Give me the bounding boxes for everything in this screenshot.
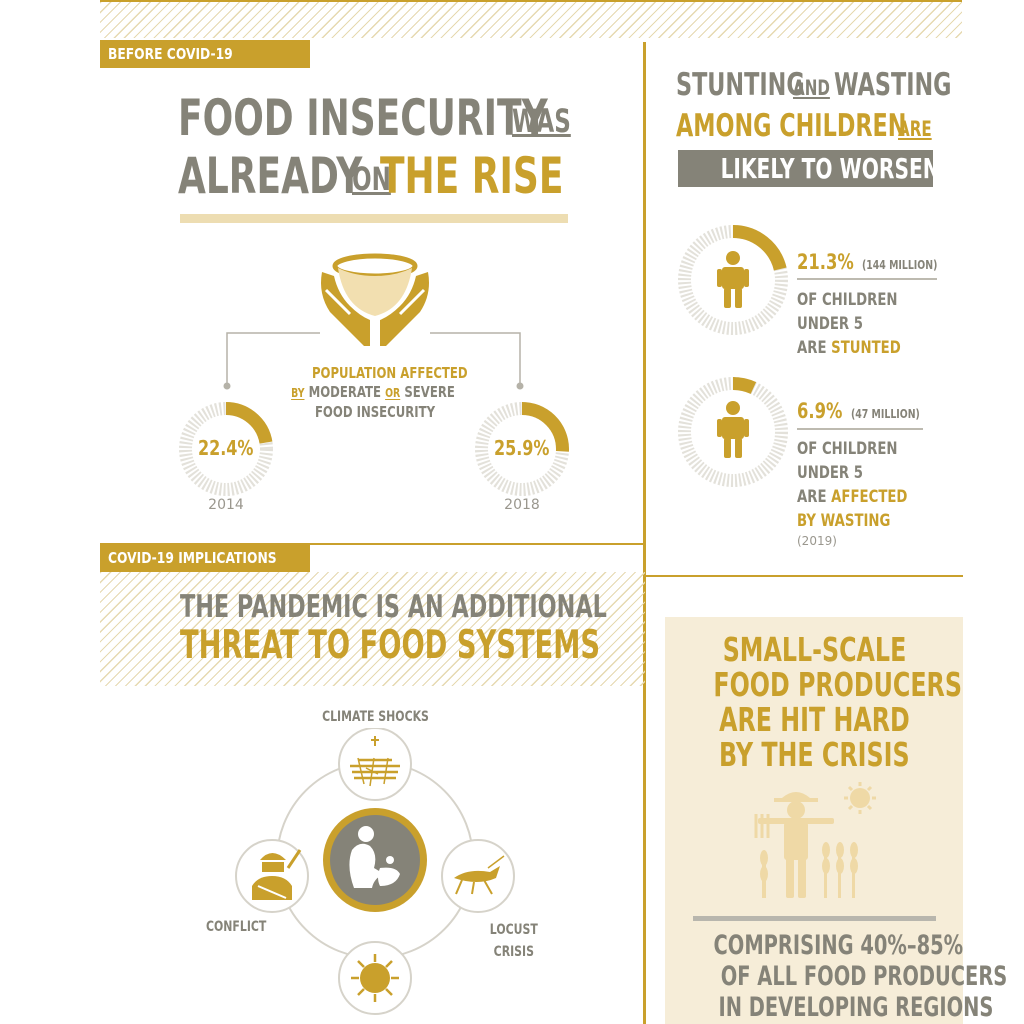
stunted-donut-arc (678, 225, 788, 335)
donut-2018 (475, 402, 569, 496)
wasting-desc: OF CHILDREN UNDER 5 ARE AFFECTED BY WAST… (797, 439, 908, 548)
farmer-icon (754, 782, 876, 898)
producers-divider (693, 916, 936, 921)
connector-lines (223, 332, 524, 390)
stunted-desc: OF CHILDREN UNDER 5 ARE STUNTED (797, 290, 901, 358)
stunted-donut (678, 225, 788, 335)
covid-hatch-band (100, 572, 645, 686)
title-already: ALREADY (178, 147, 363, 205)
title-food-insecurity: FOOD INSECURITY (178, 89, 548, 147)
covid-title: THE PANDEMIC IS AN ADDITIONAL THREAT TO … (180, 589, 607, 668)
wasting-donut (678, 377, 788, 487)
title-was: WAS (512, 102, 571, 140)
label-conflict: CONFLICT (206, 919, 267, 935)
producers-title: SMALL-SCALE FOOD PRODUCERS ARE HIT HARD … (713, 630, 962, 774)
divider-right-mid (645, 575, 963, 577)
wasting-extra: (47 MILLION) (851, 407, 921, 421)
donut-2014-arc (179, 402, 273, 496)
likely-to-worsen-banner: LIKELY TO WORSEN (678, 150, 933, 187)
stunted-stat: 21.3% (144 MILLION) (797, 250, 947, 274)
child-icon (717, 251, 749, 308)
title-the-rise: THE RISE (380, 147, 564, 205)
producers-comprising: COMPRISING 40%–85% OF ALL FOOD PRODUCERS… (713, 930, 1008, 1023)
wasting-stat: 6.9% (47 MILLION) (797, 399, 947, 423)
population-affected-text: POPULATION AFFECTED BY MODERATE OR SEVER… (291, 364, 468, 421)
donut-2018-arc (475, 402, 569, 496)
donut-2014 (179, 402, 273, 496)
child-icon-2 (717, 401, 749, 458)
stunted-pct: 21.3% (797, 250, 854, 274)
stunted-rule (797, 278, 937, 280)
vertical-divider (643, 42, 646, 1024)
donut-2018-value: 25.9% (494, 436, 550, 460)
hands-bowl-icon (321, 253, 429, 346)
year-2014: 2014 (208, 497, 244, 513)
stunting-title: STUNTING AND WASTING AMONG CHILDREN ARE (676, 67, 952, 144)
year-2018: 2018 (504, 497, 540, 513)
wasting-donut-arc (678, 377, 788, 487)
title-on: ON (352, 160, 391, 198)
before-covid-tag: BEFORE COVID-19 (100, 40, 310, 68)
wasting-rule (797, 428, 923, 430)
donut-2014-track (179, 402, 273, 496)
donut-2014-value: 22.4% (198, 436, 254, 460)
stunted-extra: (144 MILLION) (861, 258, 938, 272)
top-hatch-band (100, 0, 962, 38)
threat-diagram (235, 728, 515, 1015)
covid-tag: COVID-19 IMPLICATIONS (100, 544, 310, 572)
label-climate-shocks: CLIMATE SHOCKS (321, 709, 429, 725)
label-locust-crisis: LOCUST CRISIS (489, 922, 539, 960)
wasting-pct: 6.9% (797, 399, 843, 423)
page-title: FOOD INSECURITY WAS ALREADY ON THE RISE (178, 92, 578, 212)
title-underline (180, 214, 568, 223)
divider-left-mid (100, 543, 645, 545)
